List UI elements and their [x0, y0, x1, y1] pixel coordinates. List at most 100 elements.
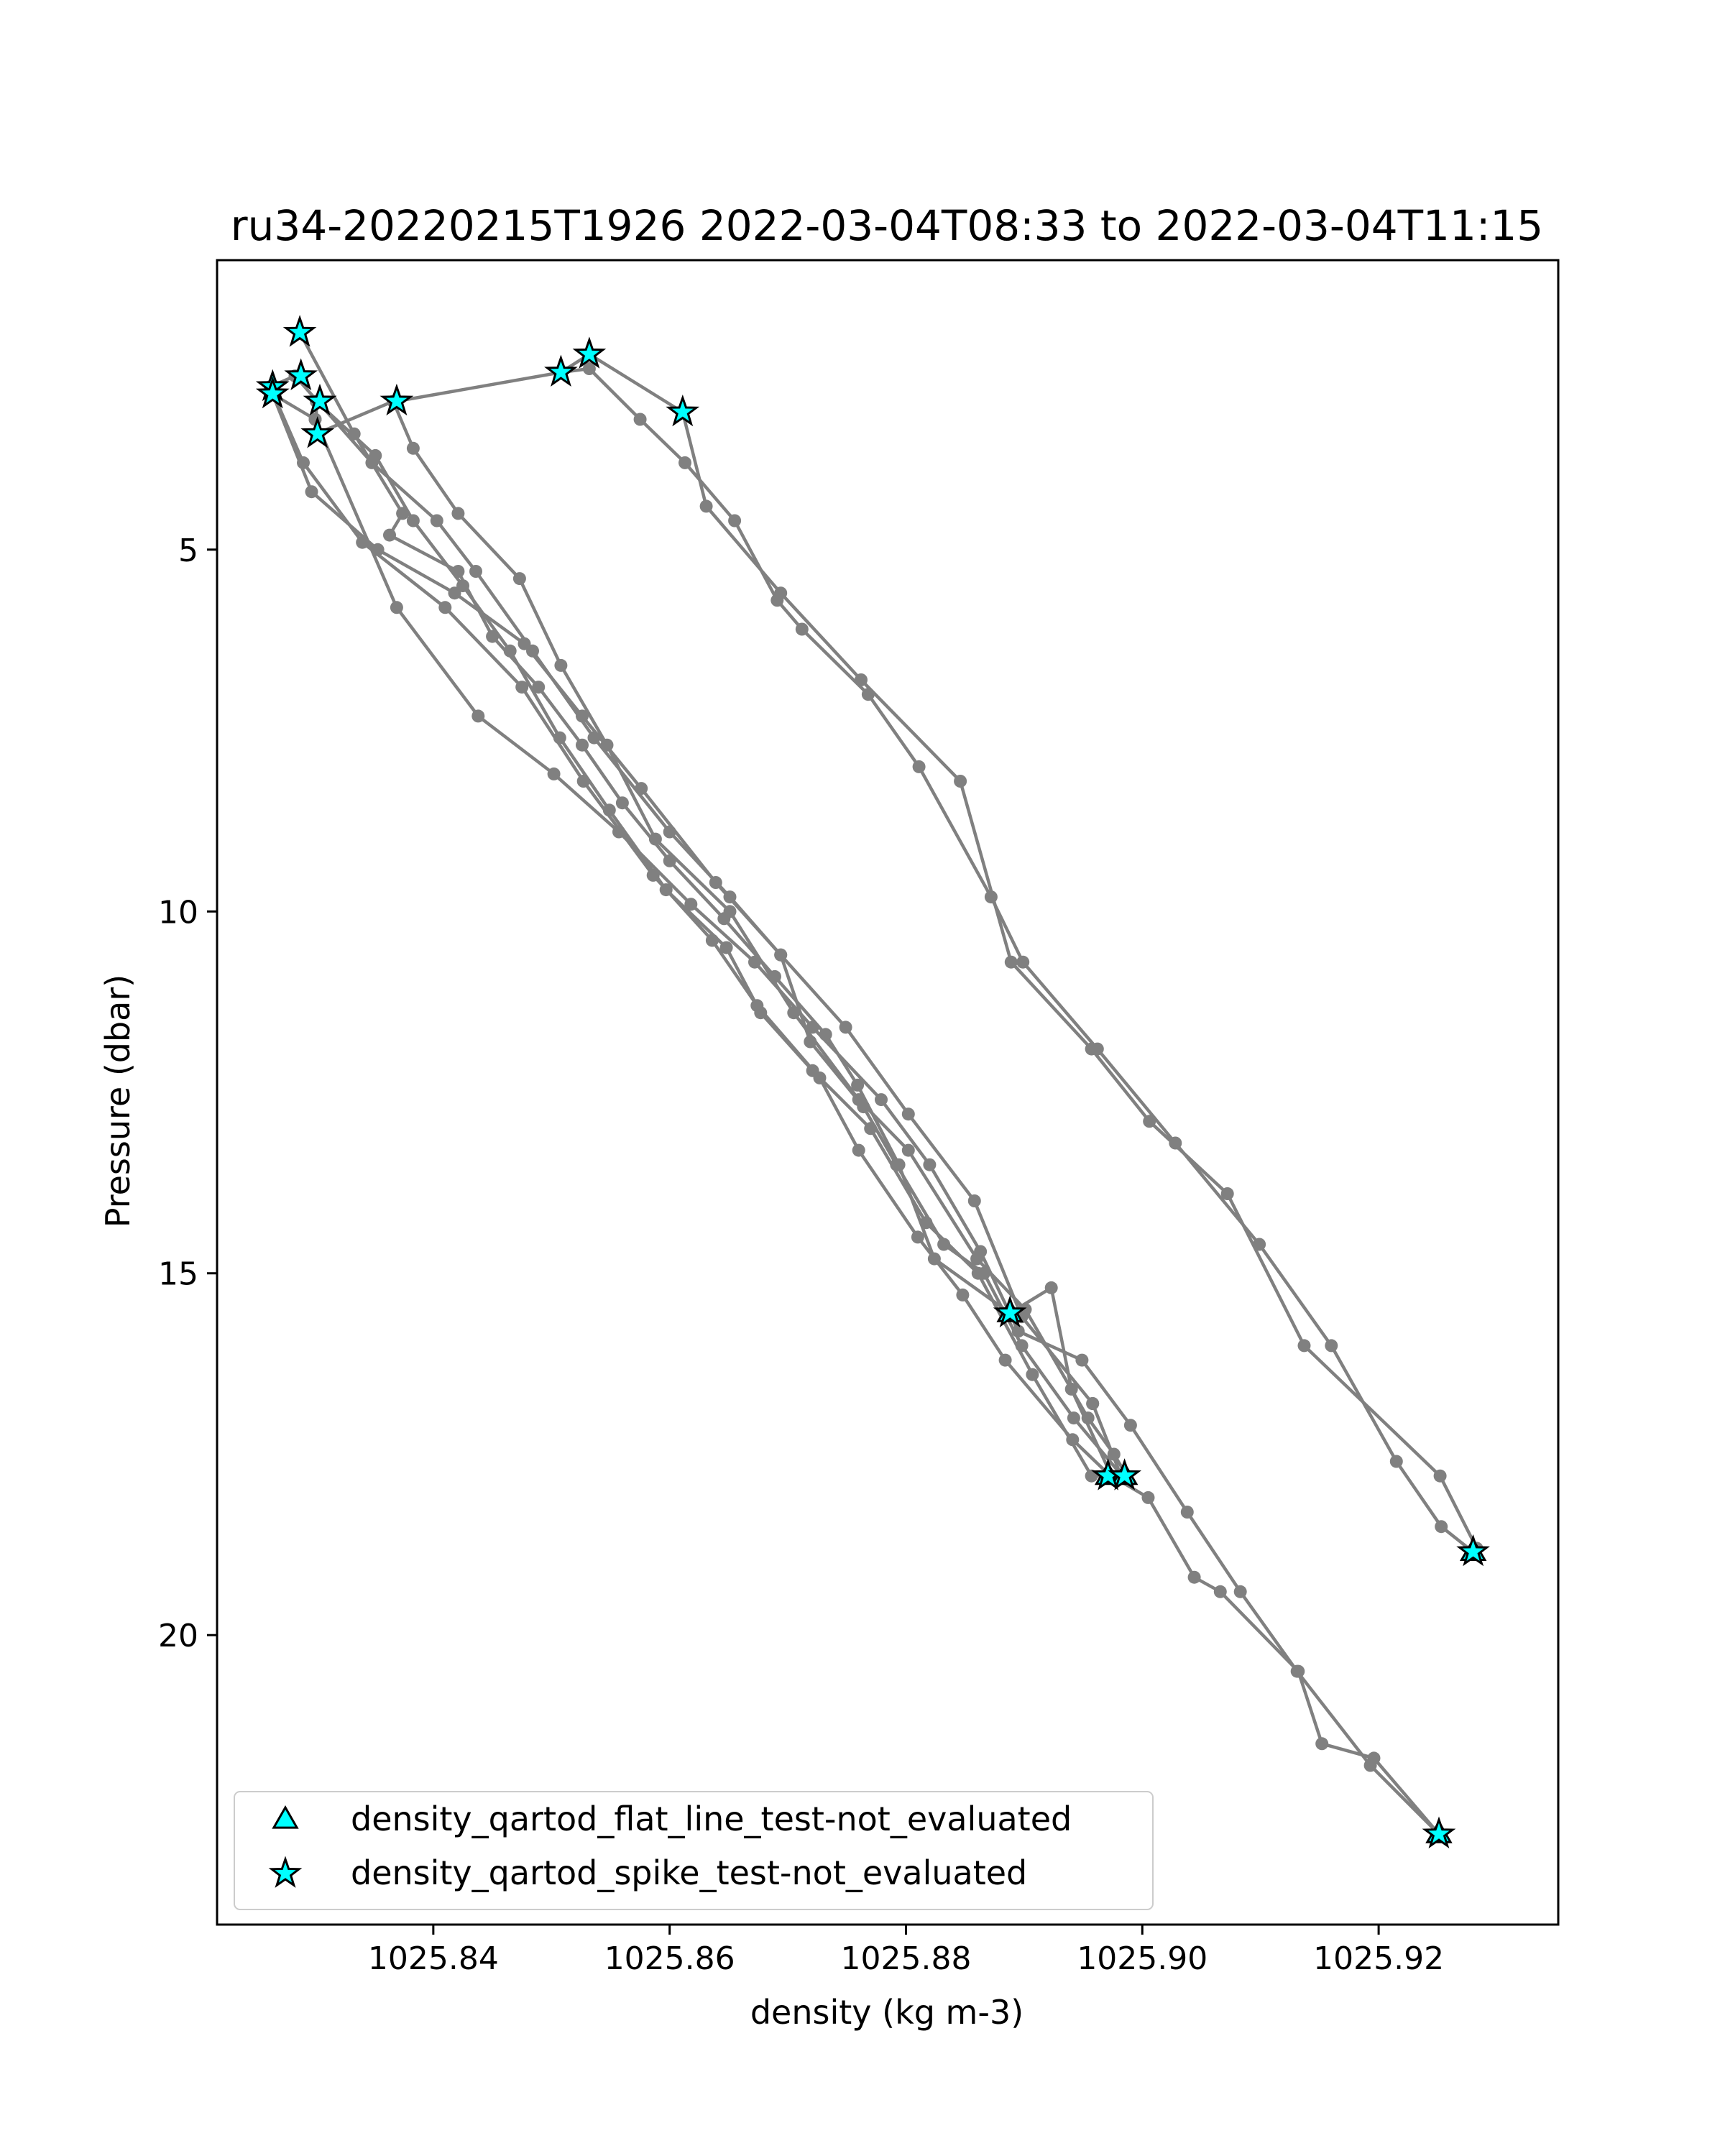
data-point [547, 767, 561, 780]
data-point [875, 1093, 888, 1107]
data-point [1389, 1455, 1403, 1468]
axes-frame [216, 259, 1560, 1926]
profile-line-7 [314, 400, 1129, 1478]
legend: density_qartod_flat_line_test-not_evalua… [234, 1791, 1154, 1910]
x-tick-label: 1025.86 [604, 1940, 735, 1977]
data-point [469, 565, 482, 578]
data-point [719, 941, 733, 954]
data-point [503, 644, 517, 658]
data-point [1220, 1187, 1234, 1200]
spike-test-marker [255, 376, 290, 409]
spike-test-marker [993, 1295, 1027, 1328]
spike-test-marker [380, 383, 414, 416]
data-point [1090, 1042, 1104, 1056]
data-point [297, 456, 310, 469]
x-axis-label: density (kg m-3) [750, 1993, 1024, 2032]
data-point [1107, 1447, 1121, 1461]
x-tick-label: 1025.84 [368, 1940, 499, 1977]
spike-test-marker [1456, 1534, 1490, 1567]
data-point [1315, 1737, 1329, 1751]
spike-test-marker [1422, 1816, 1456, 1849]
data-point [663, 825, 676, 839]
data-point [532, 681, 546, 694]
spike-test-marker [572, 336, 607, 369]
spike-test-marker [544, 354, 578, 387]
data-point [456, 579, 469, 593]
data-point [1016, 955, 1030, 969]
data-point [390, 601, 403, 614]
data-point [659, 883, 673, 897]
data-point [787, 1006, 801, 1020]
data-point [1290, 1664, 1304, 1678]
data-point [1018, 1303, 1032, 1317]
data-point [956, 1288, 970, 1302]
x-tick-label: 1025.92 [1313, 1940, 1444, 1977]
data-point [576, 709, 589, 723]
data-point [970, 1252, 984, 1266]
data-point [633, 413, 647, 426]
data-point [1123, 1419, 1137, 1432]
y-axis-label: Pressure (dbar) [98, 975, 137, 1227]
data-point [451, 507, 465, 520]
data-point [1363, 1759, 1377, 1772]
data-point [1067, 1411, 1080, 1425]
data-point [600, 738, 614, 752]
data-point [1141, 1491, 1155, 1504]
data-point [1213, 1585, 1227, 1598]
data-point [795, 622, 809, 636]
data-point [1180, 1506, 1194, 1519]
data-point [699, 499, 713, 513]
legend-frame [234, 1791, 1154, 1910]
profile-line-8 [395, 352, 1478, 1554]
profile-line-9 [559, 367, 1475, 1554]
chart-title: ru34-20220215T1926 2022-03-04T08:33 to 2… [231, 201, 1543, 250]
data-point [1026, 1368, 1039, 1381]
data-point [438, 601, 452, 614]
data-point [839, 1021, 852, 1034]
x-tick-label: 1025.90 [1077, 1940, 1208, 1977]
data-point [582, 362, 596, 375]
legend-star-marker [268, 1856, 303, 1888]
data-point [1325, 1339, 1338, 1353]
data-point [1081, 1411, 1095, 1425]
data-point [852, 1143, 865, 1157]
data-point [901, 1143, 915, 1157]
data-point [369, 448, 382, 462]
data-point [1075, 1353, 1089, 1367]
data-point [684, 898, 698, 911]
data-point [1044, 1281, 1058, 1294]
data-point [723, 890, 737, 904]
spike-test-marker [666, 394, 700, 427]
legend-triangle-marker [272, 1805, 299, 1829]
data-point [770, 594, 784, 607]
data-point [861, 688, 875, 701]
data-point [430, 514, 443, 528]
data-point [919, 1216, 933, 1230]
data-point [406, 514, 420, 528]
data-point [1433, 1469, 1447, 1483]
data-point [1187, 1570, 1201, 1584]
data-point [587, 731, 601, 745]
data-point [526, 644, 539, 658]
data-point [1169, 1136, 1182, 1150]
data-point [806, 1021, 819, 1034]
data-point [1253, 1238, 1266, 1251]
data-point [954, 775, 967, 788]
data-point [602, 803, 616, 817]
data-point [723, 905, 737, 918]
data-point [553, 731, 566, 745]
data-point [1233, 1585, 1247, 1598]
data-point [852, 1093, 865, 1107]
data-point [984, 890, 998, 904]
spike-test-marker [282, 315, 317, 347]
profile-line-5 [268, 374, 1124, 1478]
data-point [512, 572, 526, 586]
data-point [615, 796, 629, 810]
spike-test-marker [284, 358, 318, 391]
data-point [851, 1078, 865, 1092]
data-point [912, 760, 926, 773]
plot-area: 1025.84 1025.86 1025.88 1025.90 1025.92 5 10 15… [158, 259, 1560, 1977]
data-point [305, 485, 318, 499]
data-point [1004, 955, 1018, 969]
